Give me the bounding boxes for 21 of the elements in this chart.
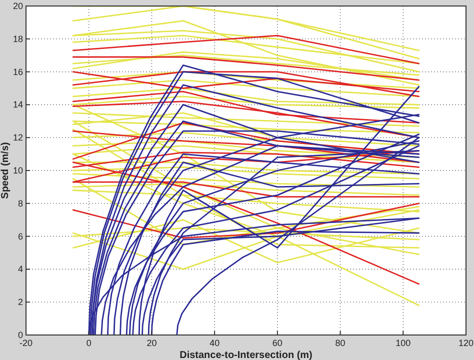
y-tick-label: 16 xyxy=(12,66,23,77)
x-axis-title: Distance-to-Intersection (m) xyxy=(180,350,312,360)
x-tick-label: 0 xyxy=(86,338,92,348)
y-tick-label: 12 xyxy=(12,132,23,143)
y-tick-label: 18 xyxy=(12,34,23,44)
y-tick-label: 2 xyxy=(18,297,23,308)
y-tick-label: 8 xyxy=(18,198,23,208)
x-tick-label: 80 xyxy=(335,338,346,348)
y-tick-label: 4 xyxy=(18,264,23,274)
y-axis-title: Speed (m/s) xyxy=(0,142,11,199)
y-tick-label: 10 xyxy=(12,166,23,176)
y-tick-label: 14 xyxy=(12,100,23,110)
y-tick-label: 20 xyxy=(12,1,23,11)
x-tick-label: 100 xyxy=(396,338,411,348)
x-tick-label: 120 xyxy=(458,338,474,348)
x-tick-label: 60 xyxy=(272,338,282,348)
x-tick-label: 20 xyxy=(146,338,157,348)
x-tick-label: -20 xyxy=(19,338,33,348)
y-tick-label: 0 xyxy=(18,330,23,340)
y-tick-label: 6 xyxy=(18,231,23,242)
x-tick-label: 40 xyxy=(210,338,220,348)
